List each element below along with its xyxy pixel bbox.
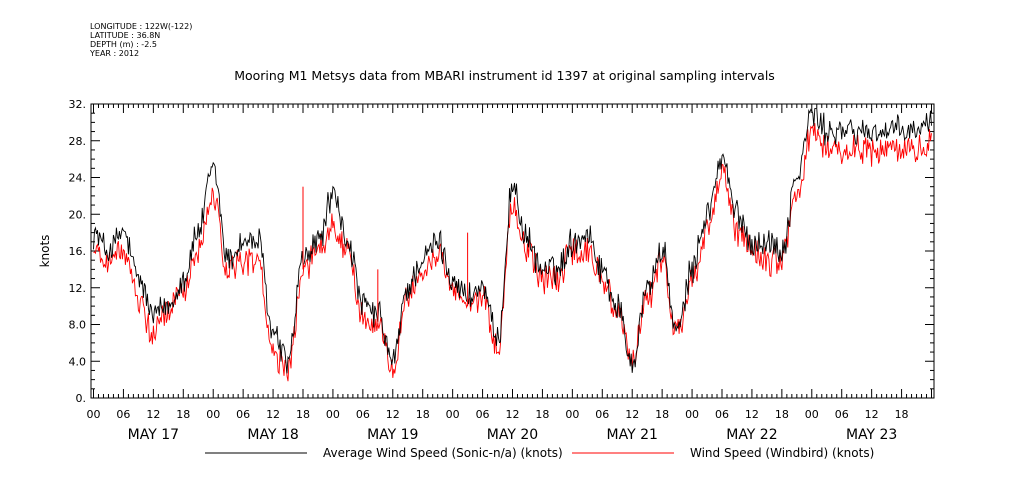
y-tick-label: 32. bbox=[69, 98, 87, 111]
y-tick-label: 28. bbox=[69, 135, 87, 148]
x-hour-label: 00 bbox=[206, 408, 220, 421]
x-hour-label: 12 bbox=[266, 408, 280, 421]
x-day-label: MAY 17 bbox=[128, 427, 179, 443]
x-hour-label: 00 bbox=[685, 408, 699, 421]
x-day-label: MAY 23 bbox=[846, 427, 897, 443]
x-hour-label: 18 bbox=[655, 408, 669, 421]
legend-label-average: Average Wind Speed (Sonic-n/a) (knots) bbox=[323, 446, 563, 460]
x-hour-label: 18 bbox=[416, 408, 430, 421]
meta-year: YEAR : 2012 bbox=[90, 49, 140, 58]
meta-longitude: LONGITUDE : 122W(-122) bbox=[90, 22, 193, 31]
x-hour-label: 12 bbox=[146, 408, 160, 421]
x-day-label: MAY 22 bbox=[726, 427, 777, 443]
x-hour-label: 00 bbox=[446, 408, 460, 421]
x-hour-label: 12 bbox=[386, 408, 400, 421]
chart-title: Mooring M1 Metsys data from MBARI instru… bbox=[234, 68, 775, 83]
x-hour-label: 18 bbox=[775, 408, 789, 421]
x-hour-label: 06 bbox=[356, 408, 370, 421]
y-tick-label: 0. bbox=[76, 392, 87, 405]
plot-frame bbox=[90, 103, 935, 399]
y-tick-label: 16. bbox=[69, 245, 87, 258]
y-tick-label: 4.0 bbox=[69, 355, 87, 368]
x-hour-label: 06 bbox=[835, 408, 849, 421]
x-hour-label: 00 bbox=[565, 408, 579, 421]
meta-latitude: LATITUDE : 36.8N bbox=[90, 31, 161, 40]
y-tick-label: 20. bbox=[69, 208, 87, 221]
x-hour-label: 06 bbox=[715, 408, 729, 421]
y-tick-label: 24. bbox=[69, 172, 87, 185]
x-hour-label: 06 bbox=[476, 408, 490, 421]
x-hour-label: 12 bbox=[745, 408, 759, 421]
series-line-windbird-wind-speed bbox=[93, 123, 932, 382]
series-line-average-wind-speed bbox=[93, 108, 932, 374]
x-hour-label: 06 bbox=[595, 408, 609, 421]
meta-depth: DEPTH (m) : -2.5 bbox=[90, 40, 157, 49]
x-hour-label: 18 bbox=[176, 408, 190, 421]
x-hour-label: 12 bbox=[865, 408, 879, 421]
y-tick-label: 8.0 bbox=[69, 319, 87, 332]
x-day-label: MAY 19 bbox=[367, 427, 418, 443]
y-tick-label: 12. bbox=[69, 282, 87, 295]
x-hour-label: 06 bbox=[236, 408, 250, 421]
x-hour-label: 00 bbox=[326, 408, 340, 421]
x-day-label: MAY 21 bbox=[607, 427, 658, 443]
legend: Average Wind Speed (Sonic-n/a) (knots) W… bbox=[205, 446, 874, 460]
metadata-block: LONGITUDE : 122W(-122) LATITUDE : 36.8N … bbox=[90, 22, 192, 58]
x-hour-label: 18 bbox=[296, 408, 310, 421]
x-hour-label: 00 bbox=[86, 408, 100, 421]
x-hour-label: 12 bbox=[625, 408, 639, 421]
x-day-label: MAY 20 bbox=[487, 427, 538, 443]
x-hour-label: 06 bbox=[116, 408, 130, 421]
x-hour-label: 18 bbox=[535, 408, 549, 421]
x-day-label: MAY 18 bbox=[247, 427, 298, 443]
x-hour-label: 00 bbox=[805, 408, 819, 421]
x-hour-label: 18 bbox=[895, 408, 909, 421]
y-axis-label: knots bbox=[38, 235, 52, 268]
x-hour-label: 12 bbox=[506, 408, 520, 421]
legend-label-windbird: Wind Speed (Windbird) (knots) bbox=[690, 446, 874, 460]
